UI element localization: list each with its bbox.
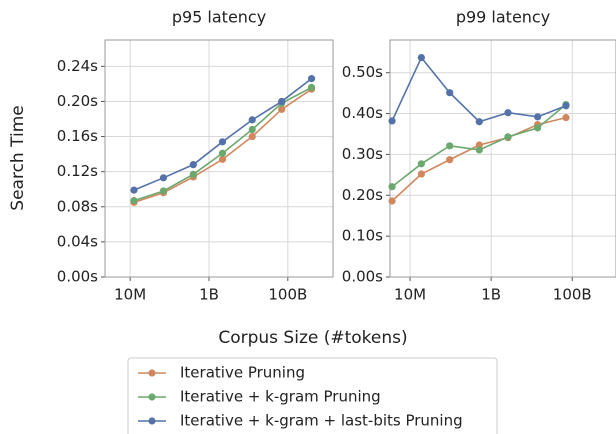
data-point xyxy=(218,149,227,157)
legend-label: Iterative + k-gram + last-bits Pruning xyxy=(180,412,463,430)
data-point xyxy=(417,170,425,178)
x-tick-label: 100B xyxy=(553,286,592,304)
data-point xyxy=(189,170,197,178)
plot-frame xyxy=(104,39,334,278)
y-axis-label: Search Time xyxy=(8,105,28,210)
y-tick-label: 0.08s xyxy=(57,197,98,215)
x-tick-label: 10M xyxy=(114,286,146,304)
x-tick-label: 100B xyxy=(268,286,307,304)
data-point xyxy=(248,116,256,124)
x-axis-label: Corpus Size (#tokens) xyxy=(218,328,407,348)
data-point xyxy=(446,142,454,150)
chart-title: p99 latency xyxy=(456,8,550,27)
data-point xyxy=(248,132,256,141)
y-tick-label: 0.12s xyxy=(57,162,98,180)
data-point xyxy=(307,83,316,91)
data-point xyxy=(278,97,286,106)
data-point xyxy=(475,146,483,154)
y-tick-label: 0.24s xyxy=(57,57,98,75)
y-tick-label: 0.20s xyxy=(342,186,383,204)
data-point xyxy=(307,75,316,83)
data-point xyxy=(388,183,396,191)
data-point xyxy=(446,89,454,97)
data-point xyxy=(159,174,168,182)
data-point xyxy=(504,133,512,141)
legend-marker xyxy=(148,417,156,425)
data-point xyxy=(130,186,138,194)
series-line xyxy=(133,77,313,191)
legend-marker xyxy=(148,393,156,401)
data-point xyxy=(388,117,396,125)
data-point xyxy=(534,124,542,132)
data-point xyxy=(562,102,570,110)
legend-box xyxy=(127,357,498,434)
y-tick-label: 0.30s xyxy=(342,145,383,163)
data-point xyxy=(189,161,197,169)
x-tick-label: 1B xyxy=(481,286,501,304)
data-point xyxy=(475,118,483,126)
data-point xyxy=(218,138,227,146)
plot-frame xyxy=(389,39,616,278)
data-point xyxy=(278,105,286,113)
legend-label: Iterative Pruning xyxy=(180,364,305,382)
x-tick-label: 10M xyxy=(394,286,426,304)
y-tick-label: 0.10s xyxy=(342,227,383,245)
series-line xyxy=(133,88,313,204)
y-tick-label: 0.20s xyxy=(57,92,98,110)
legend-marker xyxy=(148,369,156,377)
x-tick-label: 1B xyxy=(199,286,219,304)
legend-label: Iterative + k-gram Pruning xyxy=(180,388,381,406)
chart-title: p95 latency xyxy=(172,8,266,27)
y-tick-label: 0.16s xyxy=(57,127,98,145)
data-point xyxy=(218,155,227,163)
data-point xyxy=(248,125,256,134)
data-point xyxy=(562,114,570,122)
series-line xyxy=(391,56,567,123)
data-point xyxy=(417,53,425,62)
data-point xyxy=(388,197,396,205)
y-tick-label: 0.00s xyxy=(57,268,98,286)
y-tick-label: 0.50s xyxy=(342,63,383,81)
data-point xyxy=(159,187,168,195)
y-tick-label: 0.00s xyxy=(342,268,383,286)
data-point xyxy=(446,156,454,164)
data-point xyxy=(130,197,138,205)
y-tick-label: 0.40s xyxy=(342,104,383,122)
data-point xyxy=(534,113,542,121)
data-point xyxy=(417,160,425,168)
data-point xyxy=(504,109,512,117)
y-tick-label: 0.04s xyxy=(57,232,98,250)
